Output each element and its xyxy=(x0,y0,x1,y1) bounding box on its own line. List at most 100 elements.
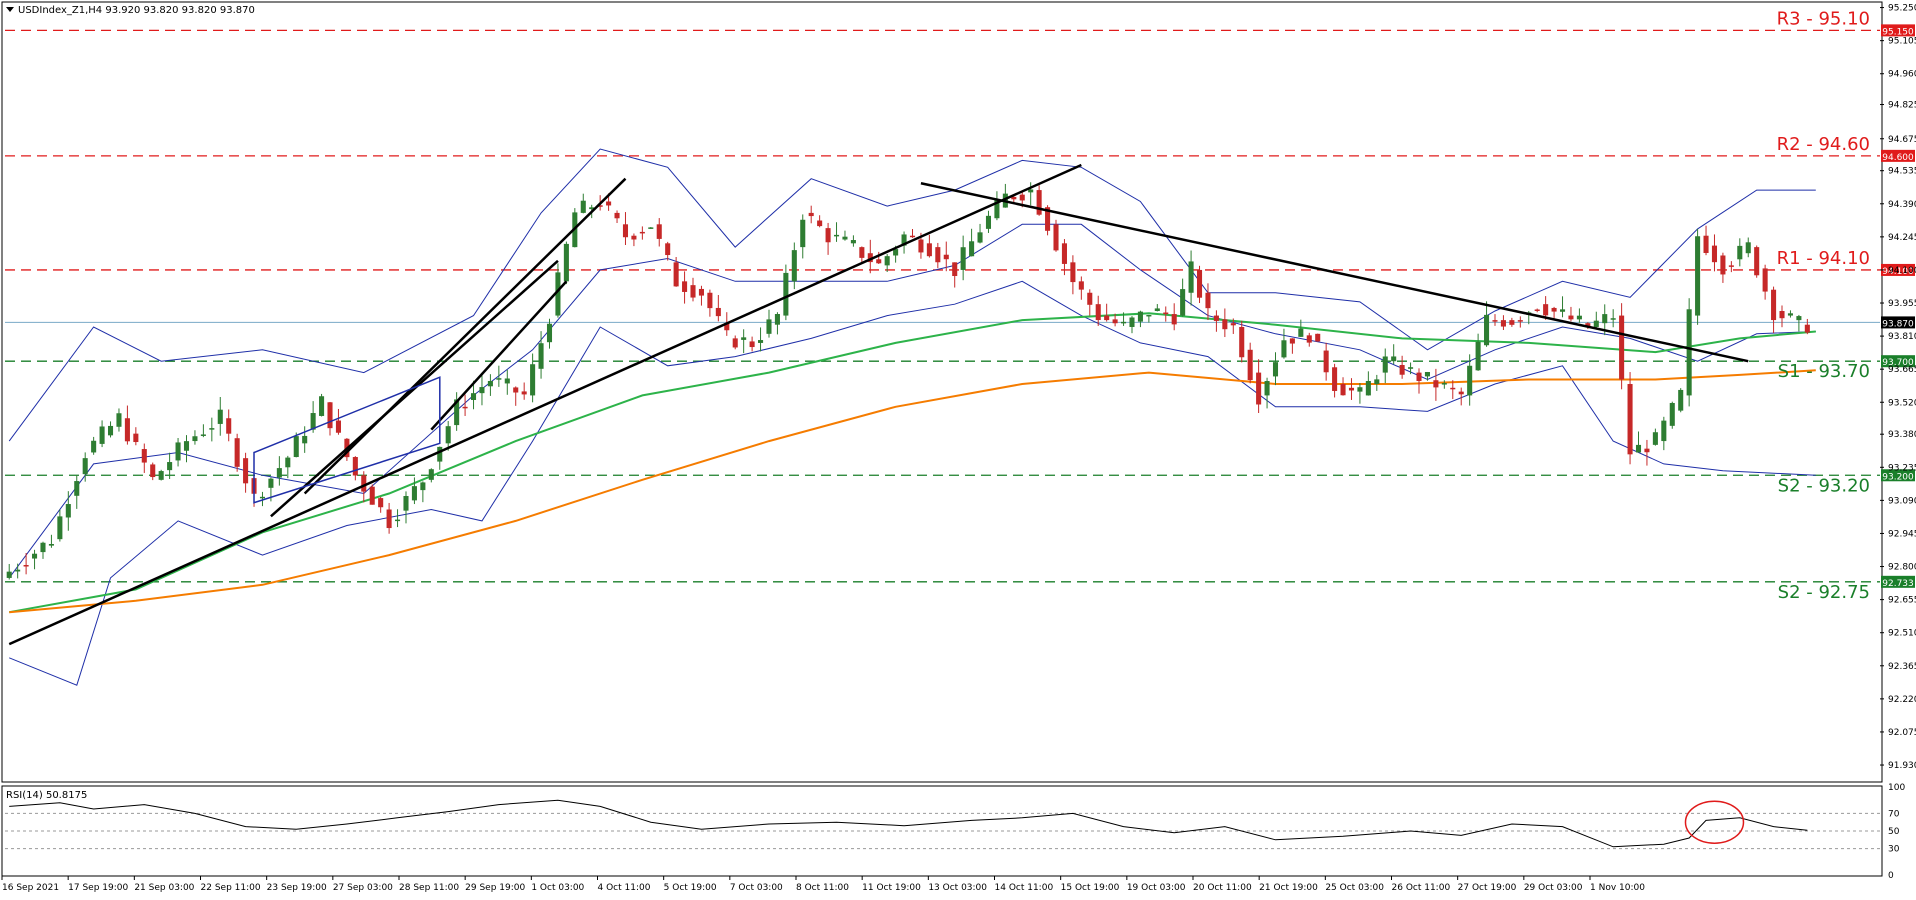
candle-body xyxy=(1771,289,1777,321)
candle-body xyxy=(1348,387,1355,391)
candle-body xyxy=(1762,268,1768,292)
price-tick-label: 94.535 xyxy=(1888,167,1916,177)
candle-body xyxy=(234,438,240,467)
candle-body xyxy=(1467,365,1473,396)
candle-body xyxy=(428,469,434,480)
candle-body xyxy=(1357,387,1363,392)
candle-body xyxy=(1627,384,1633,455)
candle-body xyxy=(876,259,882,264)
candle-body xyxy=(1576,315,1582,320)
trendlines xyxy=(8,163,1749,646)
time-tick-label: 15 Oct 19:00 xyxy=(1061,883,1120,893)
rsi-tick-label: 30 xyxy=(1888,845,1900,855)
candle-body xyxy=(969,241,975,257)
level-label-r2: R2 - 94.60 xyxy=(1777,134,1870,155)
time-tick-label: 20 Oct 11:00 xyxy=(1193,883,1252,893)
candle-body xyxy=(606,201,612,206)
dropdown-arrow-icon[interactable] xyxy=(6,7,14,12)
candle-body xyxy=(614,212,620,219)
candle-body xyxy=(1281,340,1287,358)
candle-body xyxy=(1678,389,1684,411)
candle-body xyxy=(538,343,544,369)
candle-body xyxy=(150,464,156,478)
time-tick-label: 23 Sep 19:00 xyxy=(267,883,327,893)
time-tick-label: 25 Oct 03:00 xyxy=(1325,883,1384,893)
candle-body xyxy=(403,496,409,511)
candle-body xyxy=(1796,316,1802,321)
price-tick-label: 93.520 xyxy=(1888,398,1916,408)
level-label-s2: S2 - 93.20 xyxy=(1778,475,1870,496)
candle-body xyxy=(1450,387,1456,390)
candle-body xyxy=(943,254,949,260)
candle-body xyxy=(1619,315,1625,380)
candle-body xyxy=(1441,383,1447,385)
candle-body xyxy=(445,426,451,444)
candle-body xyxy=(1433,380,1439,388)
candle-body xyxy=(808,212,814,217)
candle-body xyxy=(833,234,840,237)
rsi-tick-label: 100 xyxy=(1888,783,1905,793)
candle-body xyxy=(496,378,502,380)
candle-body xyxy=(952,262,958,277)
candle-body xyxy=(6,571,12,578)
level-tag-r1 xyxy=(1881,263,1915,276)
candle-body xyxy=(690,285,696,298)
candle-body xyxy=(192,436,198,442)
candle-body xyxy=(935,247,941,263)
candle-body xyxy=(1340,384,1346,396)
candle-body xyxy=(707,292,713,309)
candle-body xyxy=(217,409,223,424)
rising-channel xyxy=(253,376,441,504)
ma-orange-line xyxy=(9,369,1816,614)
candle-body xyxy=(268,478,274,488)
candle-body xyxy=(732,338,738,348)
level-tag-text-r1: 94.100 xyxy=(1882,267,1914,277)
candle-body xyxy=(656,224,662,239)
candle-body xyxy=(1382,356,1388,373)
price-axis: 95.250 95.105 94.960 94.825 94.675 94.535 94.3… xyxy=(1880,4,1916,771)
level-labels: R3 - 95.10 95.150 R2 - 94.60 94.600 R1 - 94.… xyxy=(1777,8,1915,603)
candle-body xyxy=(74,481,80,496)
time-tick-label: 29 Sep 19:00 xyxy=(465,883,525,893)
time-tick-label: 21 Oct 19:00 xyxy=(1259,883,1318,893)
candle-body xyxy=(1045,207,1051,231)
price-tick-label: 92.945 xyxy=(1888,529,1916,539)
candle-body xyxy=(1146,314,1152,317)
candle-body xyxy=(1416,372,1422,381)
candle-body xyxy=(302,435,308,444)
candle-body xyxy=(1652,432,1658,445)
candle-body xyxy=(470,393,477,400)
candle-body xyxy=(335,420,341,433)
price-tick-label: 93.090 xyxy=(1888,496,1916,506)
candle-body xyxy=(513,387,519,393)
candle-body xyxy=(715,307,721,317)
candle-body xyxy=(698,288,704,296)
candle-body xyxy=(1754,247,1760,276)
candle-body xyxy=(884,256,890,266)
candle-body xyxy=(1154,308,1160,312)
candle-body xyxy=(352,457,358,476)
current-price-tag xyxy=(1881,316,1915,329)
candle-body xyxy=(1424,371,1430,377)
candle-body xyxy=(791,250,797,282)
candle-body xyxy=(167,462,173,471)
candle-body xyxy=(741,337,747,340)
candle-body xyxy=(1061,243,1067,264)
candle-body xyxy=(893,249,899,256)
candle-body xyxy=(1171,314,1177,325)
candle-body xyxy=(825,228,831,243)
candle-body xyxy=(901,234,907,246)
candle-body xyxy=(158,471,164,480)
candle-body xyxy=(724,323,730,331)
candle-body xyxy=(454,399,460,426)
candle-body xyxy=(32,553,38,559)
moving-averages xyxy=(9,312,1816,614)
level-tag-text-r2: 94.600 xyxy=(1882,153,1914,163)
candle-body xyxy=(369,486,375,505)
candle-body xyxy=(1137,311,1143,322)
candle-body xyxy=(1332,367,1338,391)
rsi-line xyxy=(9,799,1808,848)
time-tick-label: 28 Sep 11:00 xyxy=(399,883,459,893)
candle-body xyxy=(1374,379,1380,385)
